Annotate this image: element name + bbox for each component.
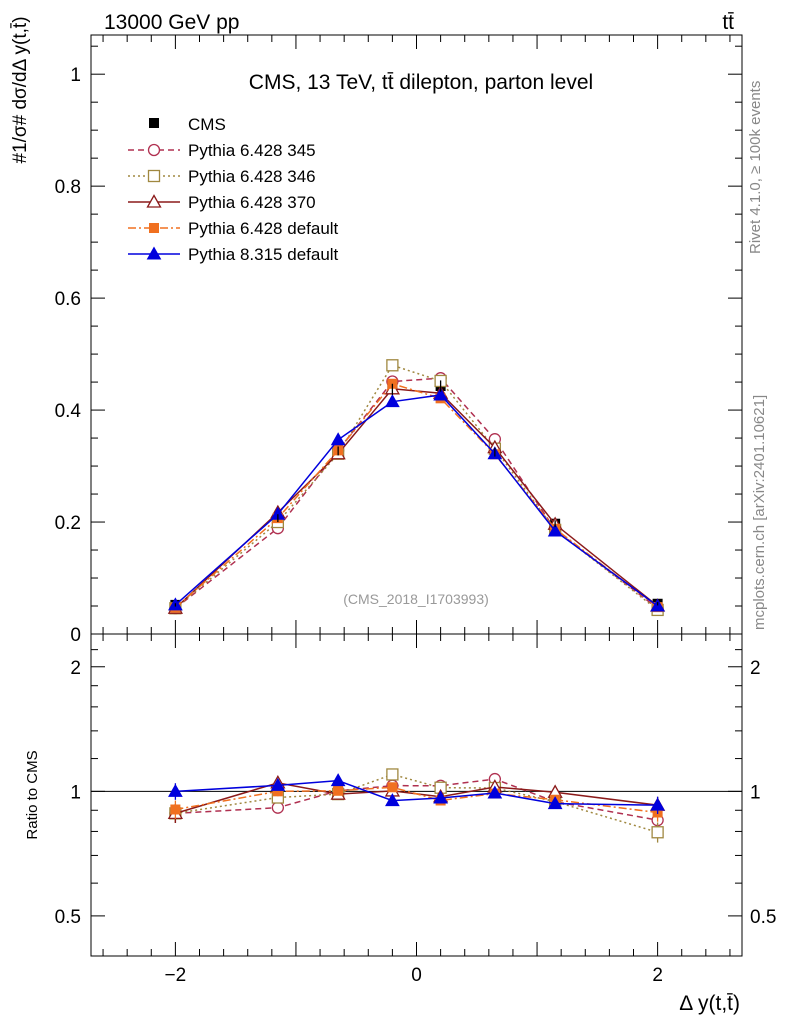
ratio-point [386,768,399,781]
ratio-point [168,783,183,797]
rivet-version-label: Rivet 4.1.0, ≥ 100k events [747,81,764,254]
ratio-point [547,796,563,810]
ratio-point [170,804,181,815]
y-tick-label: 0.8 [55,177,81,198]
legend-marker-3 [149,223,159,233]
series-line-2 [174,388,659,609]
legend: CMS Pythia 6.428 345 Pythia 6.428 346 Pythi… [128,115,339,264]
ratio-y-tick-label-right: 1 [750,782,761,803]
main-y-tick-labels: 0 0.2 0.4 0.6 0.8 1 [55,65,82,646]
ratio-point [650,797,665,811]
ratio-point [433,790,448,804]
series-point [386,359,399,372]
x-tick-label: 2 [652,965,663,986]
legend-label-0: Pythia 6.428 345 [188,141,316,160]
y-tick-label: 0.4 [55,401,82,422]
series-line-3 [174,382,659,609]
y-tick-label: 0.6 [55,289,81,310]
energy-label: 13000 GeV pp [104,11,239,34]
ratio-point [487,785,503,799]
y-tick-label: 0 [70,625,81,646]
legend-marker-data [149,118,159,128]
ratio-panel: 0.5 0.5 1 1 2 2 Ratio to CMS −2 0 2 Δ y(t,t̄) [24,633,777,1015]
x-tick-label: 0 [411,965,422,986]
series-line-4 [174,394,659,607]
analysis-watermark: (CMS_2018_I1703993) [343,591,489,607]
ratio-point [333,785,344,796]
y-tick-label: 1 [70,65,81,86]
legend-label-2: Pythia 6.428 370 [188,193,316,212]
series-point [330,432,346,446]
process-label: tt̄ [722,11,734,34]
x-tick-labels: −2 0 2 [165,965,663,986]
legend-label-4: Pythia 8.315 default [188,245,339,264]
main-panel: 0 0.2 0.4 0.6 0.8 1 CMS, 13 TeV, tt̄ dilepton… [10,16,743,646]
series-point [547,523,563,537]
ratio-line-4 [175,779,658,806]
ratio-frame [90,633,743,957]
ratio-point [271,801,285,814]
legend-label-3: Pythia 6.428 default [188,219,339,238]
ratio-point [387,782,398,793]
legend-label-1: Pythia 6.428 346 [188,167,316,186]
ratio-y-tick-label-right: 0.5 [750,907,776,928]
mcplots-reference: mcplots.cern.ch [arXiv:2401.10621] [751,395,768,630]
x-tick-label: −2 [165,965,187,986]
x-axis-label: Δ y(t,t̄) [679,992,740,1015]
ratio-y-tick-label: 0.5 [55,907,81,928]
series-point [385,394,400,408]
legend-marker-0 [147,143,161,157]
ratio-line-3 [175,786,658,814]
ratio-y-label: Ratio to CMS [24,750,41,839]
plot-title: CMS, 13 TeV, tt̄ dilepton, parton level [249,71,593,94]
series-line-0 [174,377,659,609]
ratio-series-group [167,768,666,843]
legend-marker-4 [146,246,162,260]
main-series-group [167,359,666,617]
main-axis-ticks [91,35,742,635]
legend-marker-1 [147,169,161,183]
ratio-y-tick-label: 1 [70,782,81,803]
ratio-point [270,777,286,791]
ratio-y-tick-labels: 0.5 0.5 1 1 2 2 [55,658,777,928]
series-point [433,387,448,401]
ratio-point [385,793,400,807]
ratio-y-tick-label-right: 2 [750,658,761,679]
y-tick-label: 0.2 [55,513,81,534]
ratio-y-tick-label: 2 [70,658,81,679]
ratio-line-1 [175,773,658,833]
y-axis-label: #1/σ# dσ/dΔ y(t,t̄) [10,16,31,163]
ratio-line-0 [175,778,658,821]
legend-label-data: CMS [188,115,226,134]
series-line-1 [174,364,659,611]
legend-marker-2 [146,194,162,208]
ratio-point [651,826,664,839]
ratio-point [330,773,346,787]
ratio-axis-ticks [91,633,742,957]
